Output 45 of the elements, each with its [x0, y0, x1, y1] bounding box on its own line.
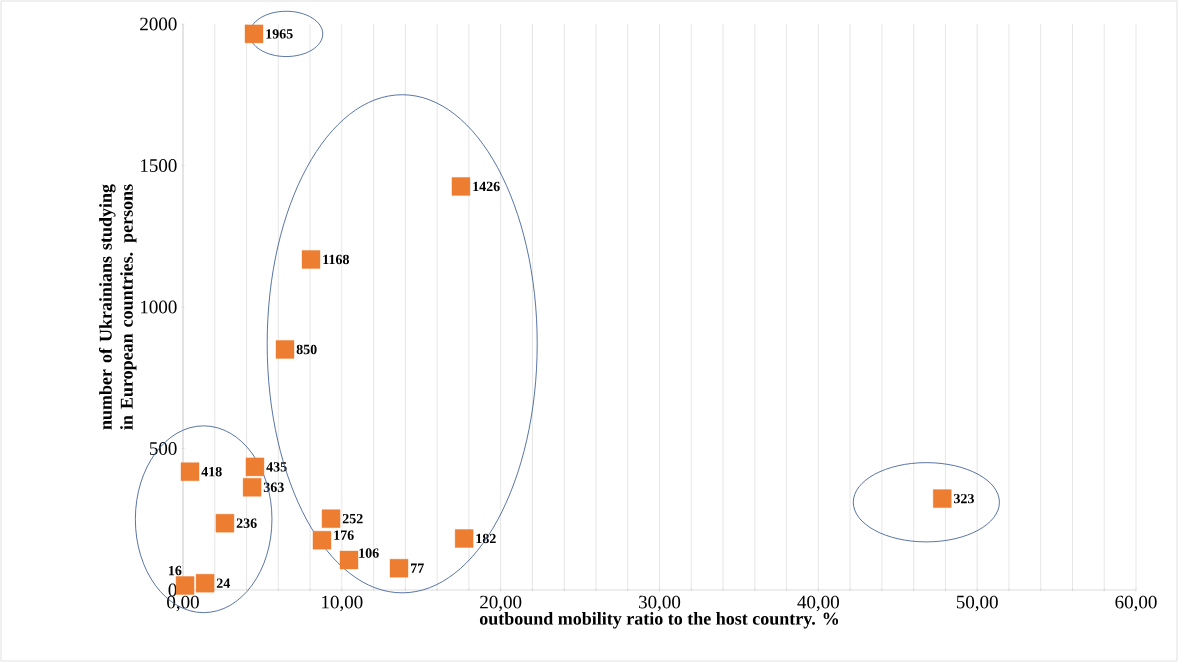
data-label: 182 [476, 533, 496, 544]
point [321, 509, 341, 528]
point [454, 529, 474, 548]
x-tick-label: 60,00 [1115, 595, 1157, 612]
data-label: 77 [411, 563, 424, 573]
y-tick-label: 1500 [141, 159, 177, 172]
x-tick-label: 30,00 [639, 595, 681, 612]
point [933, 489, 952, 508]
point [195, 574, 215, 593]
point [389, 559, 409, 578]
x-tick-label: 50,00 [956, 595, 998, 612]
y-tick-label: 1000 [141, 300, 177, 314]
data-label: 435 [266, 462, 287, 472]
x-tick-label: 40,00 [797, 595, 839, 612]
data-label: 24 [216, 578, 231, 588]
point [312, 530, 332, 550]
point [301, 250, 321, 269]
point [339, 550, 359, 570]
data-label: 106 [359, 548, 379, 558]
point [275, 340, 295, 359]
point [451, 177, 471, 196]
data-label: 323 [953, 493, 974, 504]
y-axis-title: number of Ukrainians studying in European countries. persons [98, 184, 137, 430]
data-label: 176 [334, 530, 354, 540]
point [242, 478, 262, 497]
point [175, 576, 195, 595]
data-label: 1426 [473, 181, 500, 192]
x-tick-label: 10,00 [322, 595, 363, 612]
data-label: 236 [236, 518, 257, 528]
y-tick-label: 500 [149, 442, 177, 455]
data-label: 418 [201, 466, 222, 477]
data-label: 363 [263, 482, 284, 492]
data-label: 1965 [266, 29, 293, 39]
x-tick-label: 0,00 [167, 595, 199, 612]
x-tick-label: 20,00 [480, 595, 522, 612]
point [244, 24, 264, 44]
point [180, 462, 200, 481]
data-label: 850 [296, 344, 317, 355]
data-label: 1168 [323, 254, 349, 265]
y-tick-label: 2000 [140, 17, 177, 31]
data-label: 252 [342, 513, 363, 524]
x-axis-title: outbound mobility ratio to the host country. % [479, 612, 839, 629]
point [245, 457, 265, 477]
data-label: 16 [169, 565, 182, 576]
point [215, 514, 235, 533]
